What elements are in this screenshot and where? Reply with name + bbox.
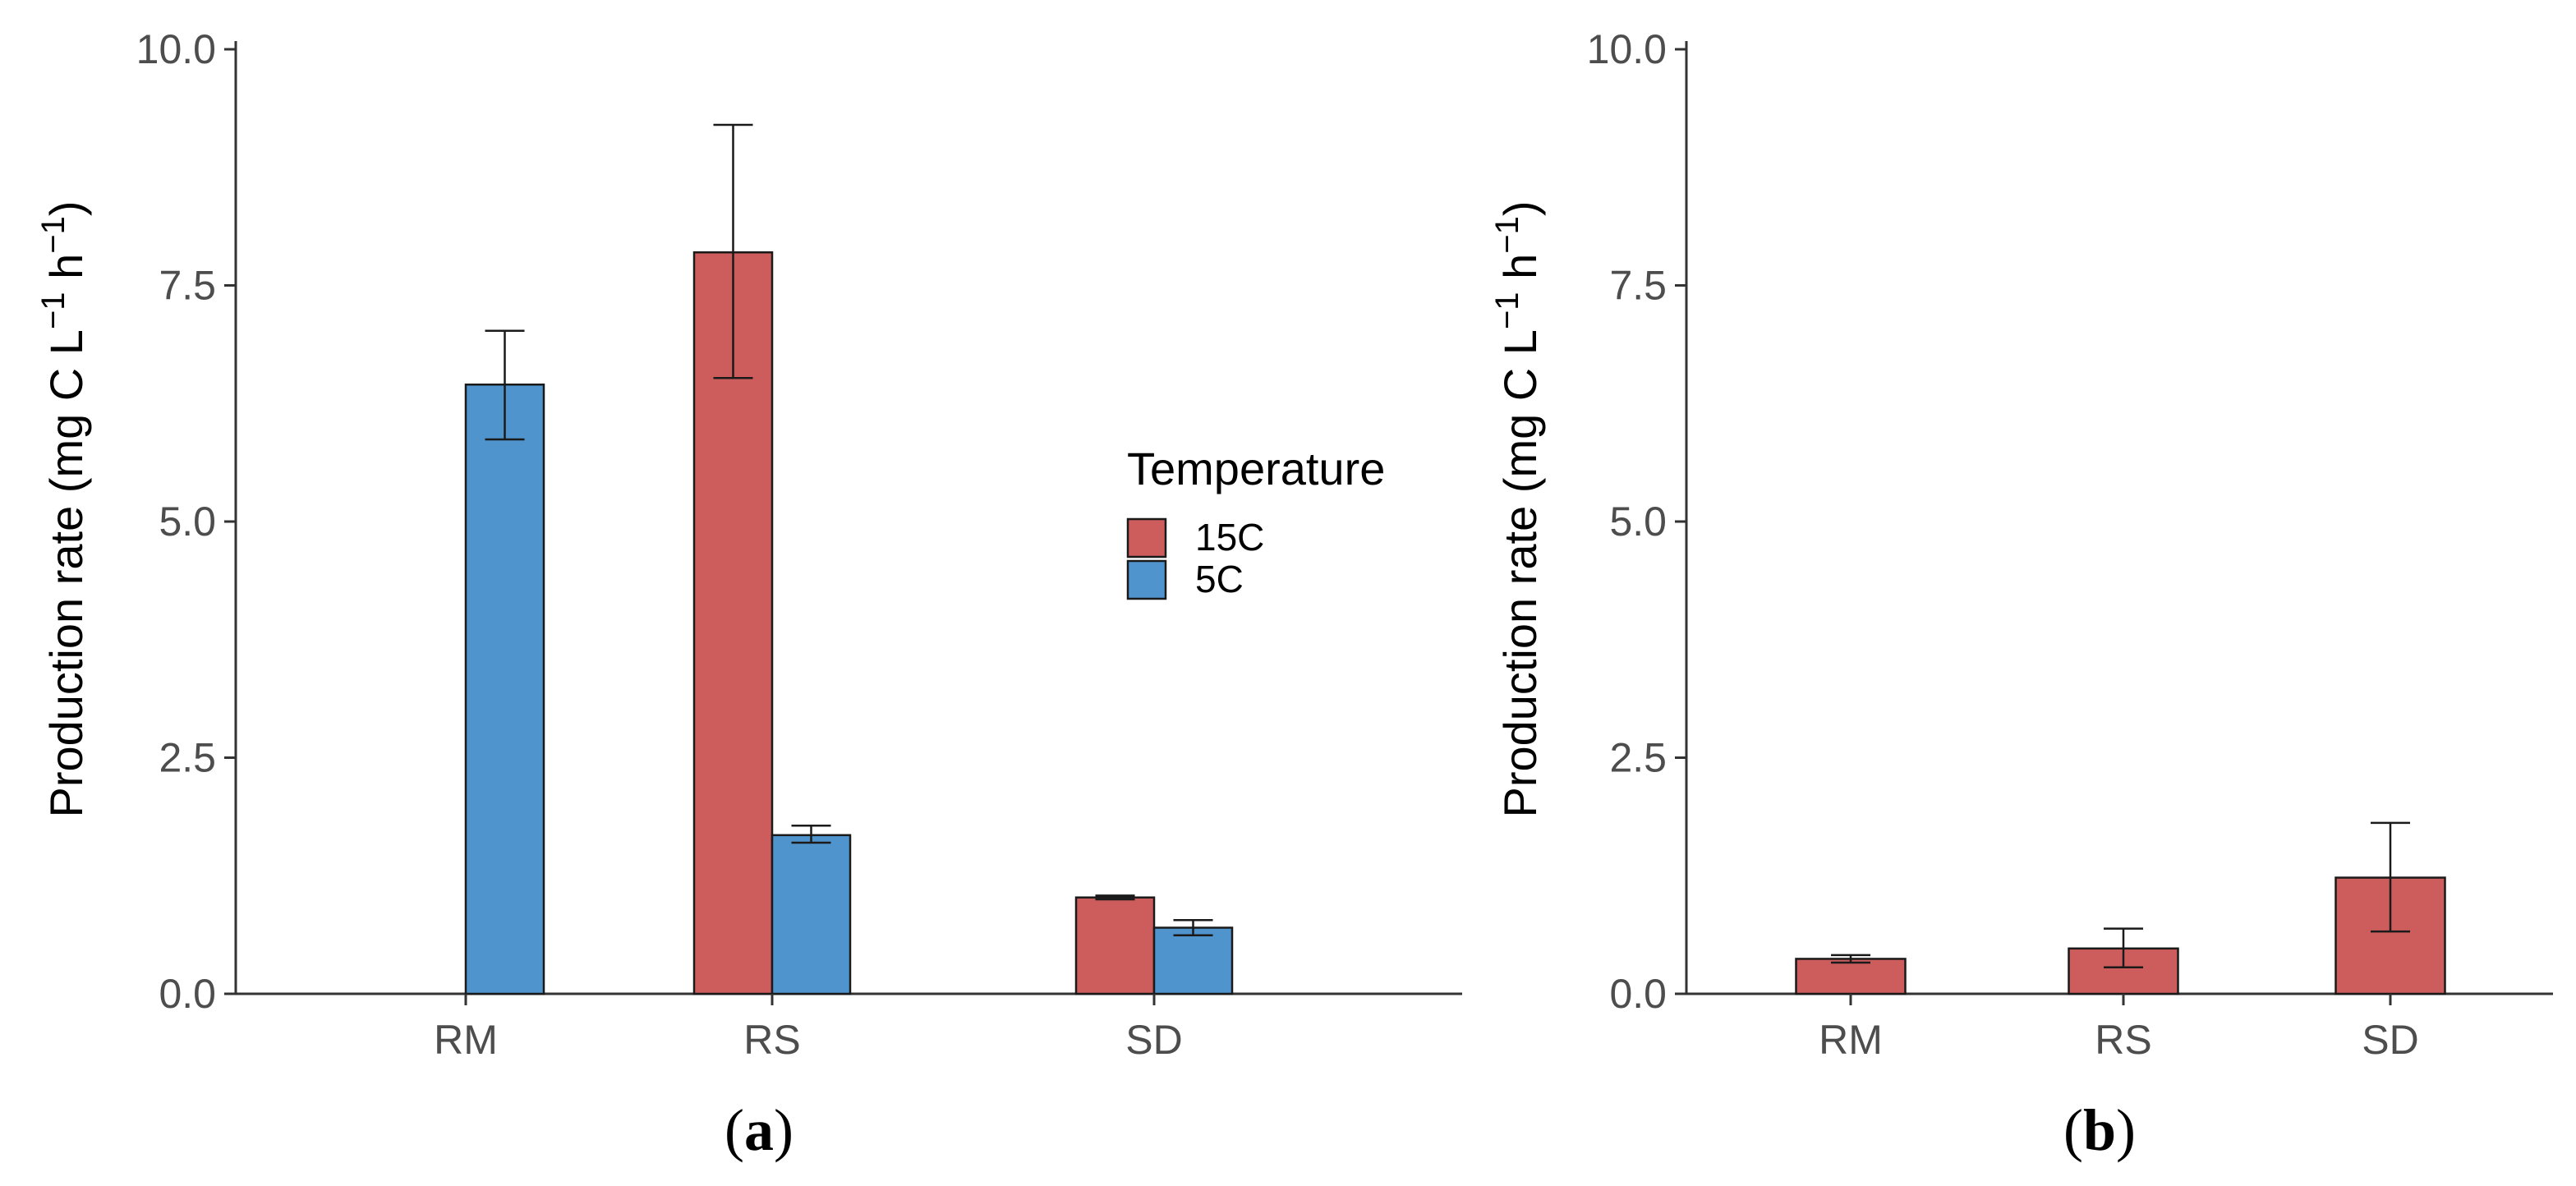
y-tick-label: 7.5 xyxy=(159,263,216,309)
bar-rs-5c xyxy=(770,834,852,995)
error-bar-rs-15c xyxy=(713,123,753,379)
legend-swatch-15c xyxy=(1126,517,1167,559)
error-bar-rs-5c xyxy=(791,825,831,844)
panel-label-letter: b xyxy=(2083,1097,2116,1163)
y-axis-title-sup2: −1 xyxy=(1489,216,1525,254)
x-category-label-sd: SD xyxy=(2362,1017,2418,1063)
x-category-label-sd: SD xyxy=(1125,1017,1182,1063)
y-axis-title-sup2: −1 xyxy=(35,216,71,254)
legend-title: Temperature xyxy=(1127,443,1385,494)
y-axis-title: Production rate (mg C L−1 h−1) xyxy=(35,200,92,817)
y-axis-title-base: Production rate (mg C L xyxy=(40,329,92,817)
y-tick-label: 5.0 xyxy=(1609,499,1667,545)
y-axis-title-close: ) xyxy=(1494,200,1546,216)
y-axis-title-mid: h xyxy=(1494,254,1546,292)
x-category-label-rs: RS xyxy=(743,1017,800,1063)
panel-label-open: ( xyxy=(724,1097,744,1163)
y-tick-label: 10.0 xyxy=(136,26,216,72)
panel-label: (a) xyxy=(724,1097,794,1163)
bar-sd-15c xyxy=(1074,896,1156,995)
bar-rm-15c xyxy=(1795,958,1907,995)
y-axis-title-sup1: −1 xyxy=(1489,292,1525,329)
bar-sd-5c xyxy=(1152,926,1234,995)
panel-label-open: ( xyxy=(2063,1097,2083,1163)
x-category-label-rm: RM xyxy=(434,1017,498,1063)
panel-label: (b) xyxy=(2063,1097,2136,1163)
y-axis-title: Production rate (mg C L−1 h−1) xyxy=(1489,200,1546,817)
error-bar-sd-15c xyxy=(2371,821,2410,933)
y-tick-label: 0.0 xyxy=(159,971,216,1017)
y-axis-title-close: ) xyxy=(40,200,92,216)
x-category-label-rm: RM xyxy=(1819,1017,1883,1063)
y-tick-label: 10.0 xyxy=(1587,26,1667,72)
y-tick-label: 0.0 xyxy=(1609,971,1667,1017)
panel-a-chart: 0.0 2.5 5.0 7.5 10.0 RM RS SD Production rate (m… xyxy=(35,26,1462,1163)
x-category-label-rs: RS xyxy=(2095,1017,2151,1063)
panel-b-chart: 0.0 2.5 5.0 7.5 10.0 RM RS SD Production rate (m… xyxy=(1489,26,2553,1163)
error-bar-sd-15c xyxy=(1095,894,1135,901)
y-axis-title-mid: h xyxy=(40,254,92,292)
y-tick-label: 7.5 xyxy=(1609,263,1667,309)
y-tick-label: 2.5 xyxy=(159,735,216,781)
y-tick-label: 2.5 xyxy=(1609,735,1667,781)
legend-label-5c: 5C xyxy=(1195,558,1244,600)
error-bar-sd-5c xyxy=(1173,919,1213,936)
error-bar-rm-5c xyxy=(485,329,525,441)
legend-label-15c: 15C xyxy=(1195,516,1264,559)
panel-label-close: ) xyxy=(2116,1097,2136,1163)
panel-label-letter: a xyxy=(744,1097,774,1163)
error-bar-rs-15c xyxy=(2104,927,2143,969)
panel-label-close: ) xyxy=(774,1097,794,1163)
bar-rm-5c xyxy=(464,384,545,995)
error-bar-rm-15c xyxy=(1831,954,1870,964)
y-tick-label: 5.0 xyxy=(159,499,216,545)
y-axis-title-base: Production rate (mg C L xyxy=(1494,329,1546,817)
legend-swatch-5c xyxy=(1126,559,1167,600)
y-axis-title-sup1: −1 xyxy=(35,292,71,329)
